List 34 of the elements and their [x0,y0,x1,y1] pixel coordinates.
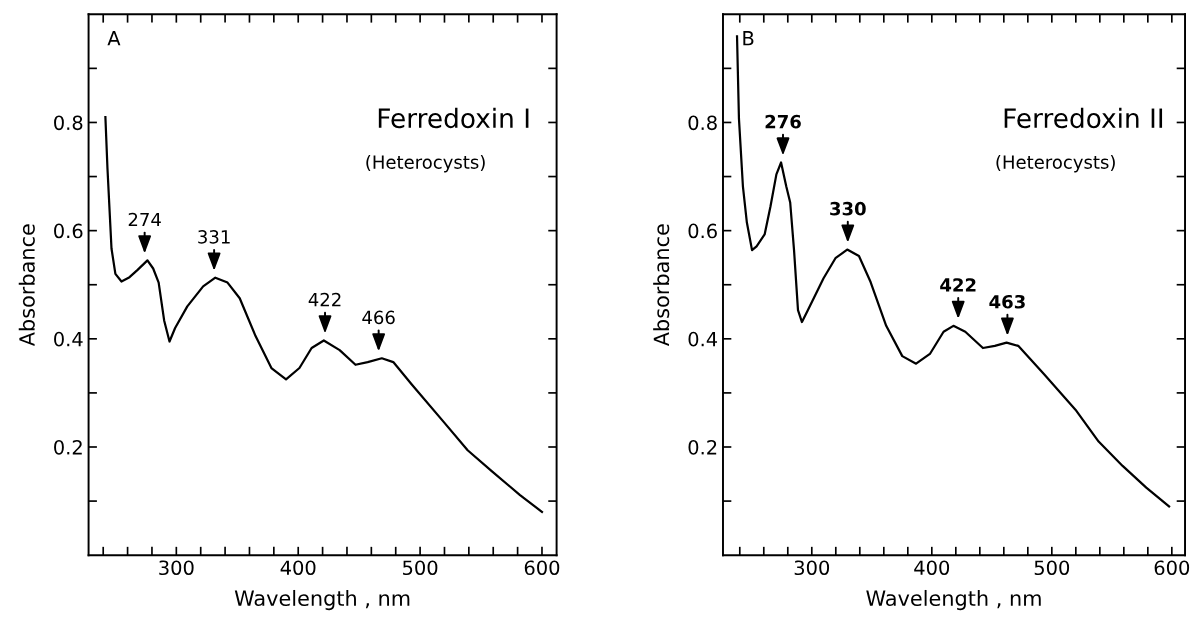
y-axis-title: Absorbance [18,224,35,347]
annotation: 422 [940,278,976,292]
annotation: 463 [989,294,1025,309]
x-tick-label: 500 [403,560,438,576]
annotation: B [743,31,754,46]
text: Ferredoxin II [1004,107,1163,129]
text: (Heterocysts) [366,154,485,173]
x-axis-title: Wavelength , nm [866,589,1041,611]
annotation: 276 [765,114,801,129]
y-tick-label: 0.4 [54,331,83,347]
annotation: 466 [362,310,395,325]
y-tick-label: 0.4 [688,331,718,347]
y-tick-label: 0.8 [54,115,83,131]
y-tick-label: 0.8 [688,115,717,131]
y-tick-label: 0.2 [688,439,717,455]
x-tick-label: 300 [794,560,830,576]
x-tick-label: 600 [524,560,560,576]
x-tick-label: 300 [159,560,194,576]
text: (Heterocysts) [996,154,1115,173]
y-axis-title: Absorbance [653,224,670,347]
annotation: 422 [308,292,341,307]
annotation: 331 [198,229,230,244]
annotation: 274 [128,212,161,227]
annotation: A [107,31,121,46]
text: Ferredoxin I [378,107,529,129]
y-tick-label: 0.2 [54,439,82,455]
y-tick-label: 0.6 [54,223,83,239]
x-tick-label: 400 [280,560,316,576]
x-tick-label: 400 [914,560,950,576]
x-axis-title: Wavelength , nm [234,589,410,611]
annotation: 330 [830,201,866,216]
y-tick-label: 0.6 [688,223,717,239]
x-tick-label: 500 [1034,560,1070,576]
x-tick-label: 600 [1154,560,1190,576]
